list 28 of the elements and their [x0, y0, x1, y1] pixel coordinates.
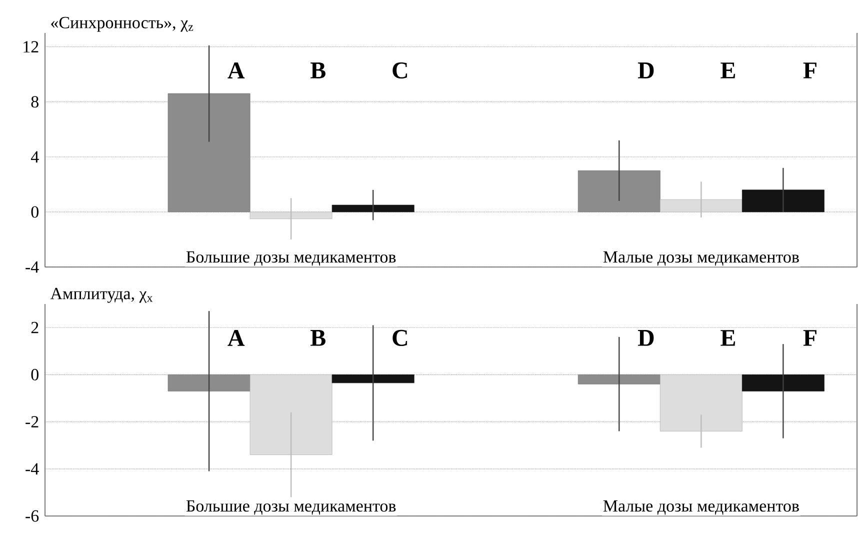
y-tick-label: 8	[31, 96, 38, 108]
category-label: C	[392, 62, 407, 78]
y-tick-label: 0	[31, 206, 38, 218]
category-label: E	[720, 62, 735, 78]
y-tick-label: 0	[31, 368, 38, 380]
category-label: B	[310, 62, 326, 78]
y-axis-title: Амплитуда, χ$_{x}$	[50, 288, 153, 303]
category-label: F	[803, 330, 816, 346]
y-tick-label: 12	[24, 41, 38, 52]
y-tick-label: -4	[26, 261, 39, 273]
annotation: Малые дозы медикаментов	[603, 500, 799, 515]
y-tick-label: -2	[26, 416, 38, 428]
category-label: D	[638, 62, 654, 78]
category-label: B	[310, 330, 326, 346]
annotation: Малые дозы медикаментов	[603, 251, 799, 266]
annotation: Большие дозы медикаментов	[186, 500, 396, 515]
y-tick-label: -6	[26, 510, 39, 522]
y-tick-label: -4	[26, 463, 39, 474]
category-label: E	[720, 330, 735, 346]
y-tick-label: 4	[30, 151, 39, 162]
y-tick-label: 2	[31, 322, 38, 334]
annotation: Большие дозы медикаментов	[186, 251, 396, 266]
category-label: A	[228, 330, 245, 346]
category-label: C	[392, 330, 407, 346]
category-label: D	[638, 330, 654, 346]
category-label: A	[228, 62, 245, 78]
category-label: F	[803, 62, 816, 78]
y-axis-title: «Синхронность», χ$_{z}$	[51, 16, 194, 32]
